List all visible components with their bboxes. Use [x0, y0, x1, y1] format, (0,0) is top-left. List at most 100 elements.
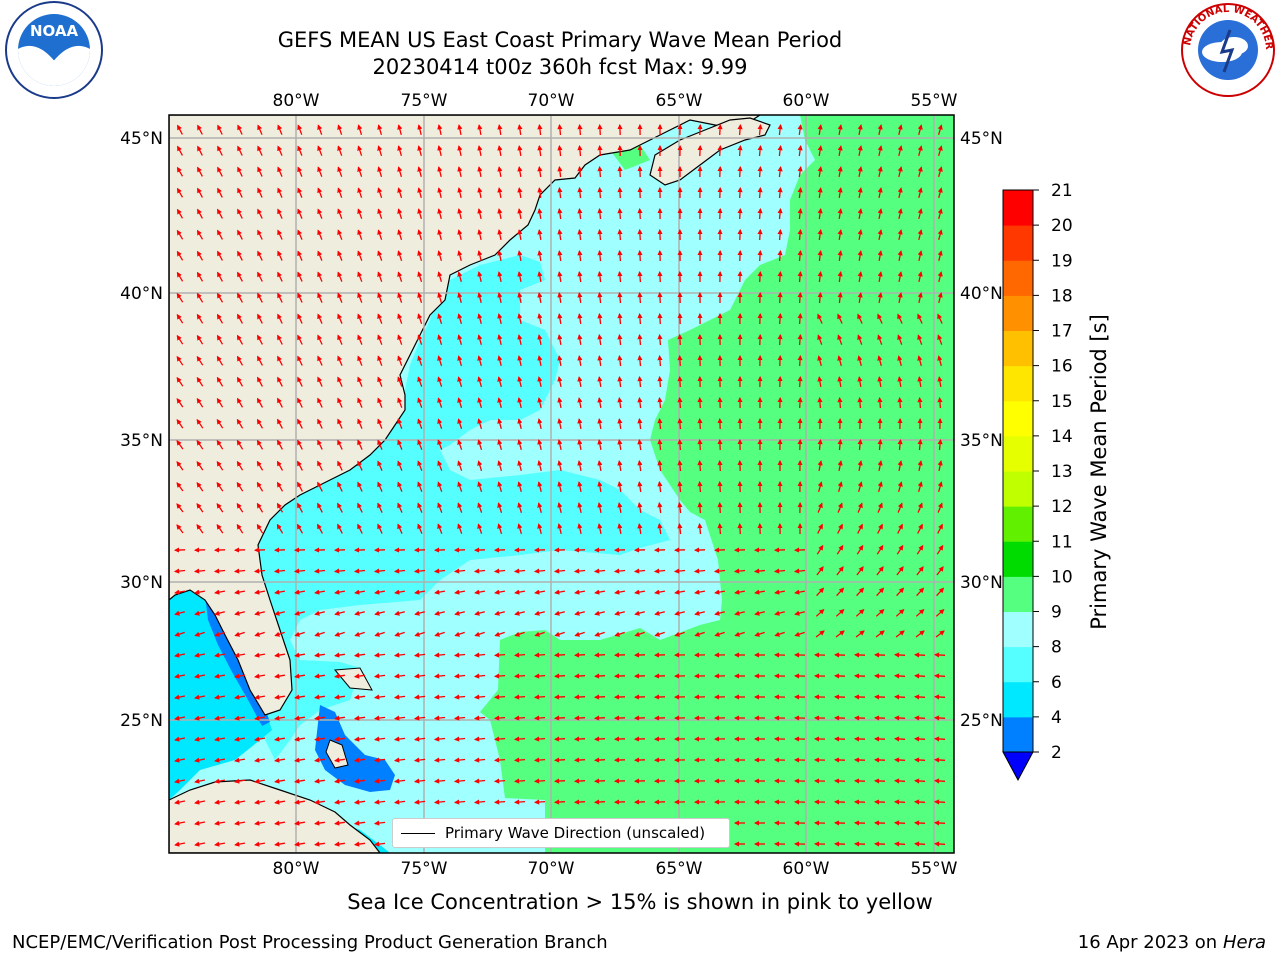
wave-direction-arrow — [634, 589, 646, 595]
wave-direction-arrow — [617, 439, 623, 451]
wave-direction-arrow — [373, 715, 386, 721]
lon-label: 70°W — [528, 91, 575, 111]
wave-direction-arrow — [877, 292, 883, 304]
wave-direction-arrow — [714, 631, 725, 637]
wave-direction-arrow — [817, 376, 823, 388]
wave-direction-arrow — [877, 124, 883, 136]
wave-direction-arrow — [913, 757, 926, 763]
wave-direction-arrow — [774, 589, 786, 595]
wave-direction-arrow — [314, 589, 326, 595]
wave-direction-arrow — [276, 460, 284, 471]
land-andros — [325, 739, 349, 769]
wave-direction-arrow — [933, 799, 946, 805]
wave-direction-arrow — [353, 820, 366, 826]
wave-direction-arrow — [236, 376, 244, 387]
wave-direction-arrow — [216, 313, 224, 324]
wave-direction-arrow — [617, 481, 623, 493]
wave-direction-arrow — [493, 736, 506, 742]
wave-direction-arrow — [437, 229, 443, 240]
wave-direction-arrow — [817, 187, 823, 198]
wave-direction-arrow — [176, 187, 184, 198]
wave-direction-arrow — [337, 313, 343, 324]
wave-direction-arrow — [594, 589, 606, 595]
wave-direction-arrow — [533, 736, 546, 742]
wave-direction-arrow — [317, 397, 323, 408]
wave-direction-arrow — [337, 460, 343, 471]
wave-direction-arrow — [577, 376, 583, 388]
wave-direction-arrow — [557, 502, 563, 514]
wave-direction-arrow — [855, 609, 865, 617]
wave-direction-arrow — [477, 313, 483, 324]
lon-label: 55°W — [911, 859, 958, 879]
wave-direction-arrow — [637, 333, 643, 346]
wave-direction-arrow — [634, 610, 645, 616]
wave-direction-arrow — [256, 418, 264, 429]
wave-direction-arrow — [617, 502, 623, 514]
wave-direction-arrow — [453, 715, 466, 721]
wave-direction-arrow — [893, 694, 906, 700]
wave-direction-arrow — [174, 715, 186, 721]
wave-direction-arrow — [897, 438, 903, 451]
wave-direction-arrow — [254, 778, 266, 784]
wave-direction-arrow — [254, 757, 266, 763]
wave-direction-arrow — [417, 313, 423, 325]
wave-direction-arrow — [657, 270, 663, 283]
wave-direction-arrow — [517, 187, 523, 199]
wave-direction-arrow — [353, 736, 366, 742]
colorbar-tick-label: 20 — [1051, 216, 1073, 236]
sea-ice-note: Sea Ice Concentration > 15% is shown in … — [347, 890, 933, 914]
wave-direction-arrow — [837, 124, 843, 136]
wave-direction-arrow — [413, 799, 426, 805]
wave-direction-arrow — [473, 757, 486, 763]
wave-direction-arrow — [257, 124, 263, 135]
wave-direction-arrow — [517, 376, 523, 388]
colorbar-segment — [1003, 400, 1033, 437]
wave-direction-arrow — [437, 460, 443, 471]
wave-direction-arrow — [176, 524, 184, 534]
wave-direction-arrow — [254, 736, 266, 742]
wave-direction-arrow — [397, 502, 403, 513]
wave-direction-arrow — [617, 249, 623, 262]
wave-direction-arrow — [877, 229, 883, 241]
wave-direction-arrow — [856, 544, 864, 555]
wave-direction-arrow — [377, 439, 383, 450]
wave-direction-arrow — [413, 778, 426, 784]
lon-label: 60°W — [783, 91, 830, 111]
wave-direction-arrow — [397, 355, 403, 366]
wave-direction-arrow — [397, 271, 403, 282]
wave-direction-arrow — [897, 145, 903, 157]
wave-direction-arrow — [617, 396, 623, 409]
wave-direction-arrow — [256, 439, 264, 450]
wave-direction-arrow — [517, 355, 523, 367]
wave-direction-arrow — [277, 271, 283, 282]
machine-name: Hera — [1222, 932, 1266, 953]
run-date: 16 Apr 2023 on Hera — [1078, 932, 1266, 953]
wave-direction-arrow — [357, 313, 363, 324]
wave-direction-arrow — [457, 145, 463, 157]
noaa-logo-text: NOAA — [30, 22, 79, 40]
wave-direction-arrow — [734, 589, 746, 595]
wave-direction-arrow — [397, 145, 403, 156]
wave-direction-arrow — [494, 589, 506, 595]
colorbar-tick-label: 19 — [1051, 251, 1073, 271]
lon-label: 80°W — [273, 91, 320, 111]
wave-direction-arrow — [373, 799, 386, 805]
wave-direction-arrow — [337, 145, 343, 156]
wave-direction-arrow — [597, 481, 603, 493]
wave-direction-arrow — [397, 418, 403, 429]
wave-direction-arrow — [357, 460, 363, 471]
wave-direction-arrow — [334, 799, 345, 805]
wave-direction-arrow — [214, 694, 226, 700]
wave-direction-arrow — [194, 778, 206, 784]
wave-direction-arrow — [694, 589, 706, 595]
wave-direction-arrow — [537, 418, 543, 430]
wave-direction-arrow — [677, 438, 683, 451]
wave-direction-arrow — [397, 124, 403, 135]
wave-direction-arrow — [537, 460, 543, 472]
wave-direction-arrow — [877, 396, 883, 409]
wave-direction-arrow — [437, 145, 443, 157]
wave-direction-arrow — [657, 417, 663, 430]
wave-direction-arrow — [754, 610, 765, 616]
wave-direction-arrow — [274, 631, 285, 637]
